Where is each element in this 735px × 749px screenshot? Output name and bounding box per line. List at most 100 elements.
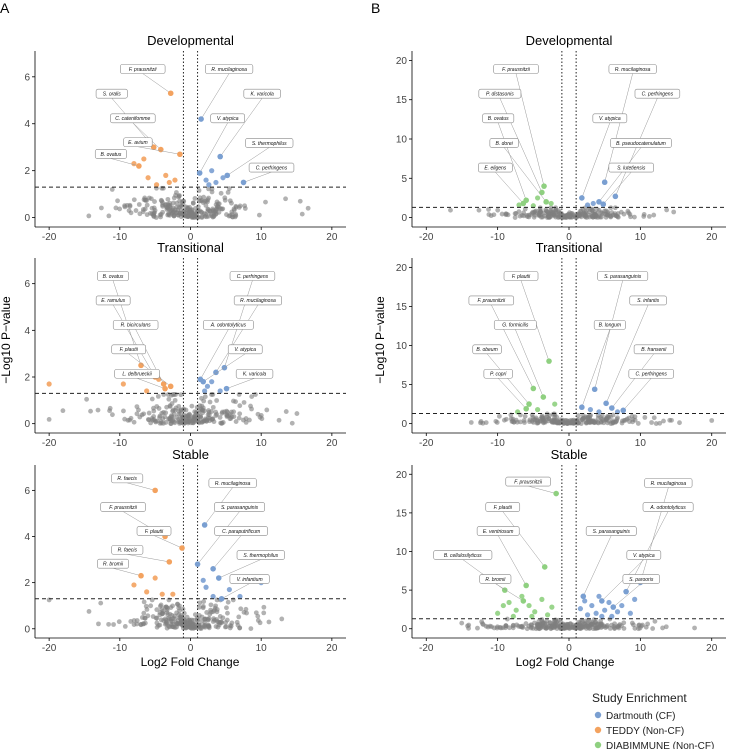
point-dart xyxy=(593,610,599,616)
point-ns xyxy=(496,413,502,419)
callout-box xyxy=(585,526,637,536)
point-ns xyxy=(547,213,553,219)
point-ns xyxy=(237,203,243,209)
point-ns xyxy=(238,606,244,612)
y-tick-label: 6 xyxy=(24,72,30,83)
point-labeled-teddy xyxy=(167,383,174,390)
callout-box xyxy=(608,162,654,173)
point-ns xyxy=(709,418,715,423)
point-ns xyxy=(166,597,172,603)
point-ns xyxy=(548,205,554,211)
point-ns xyxy=(594,206,600,212)
callout-box xyxy=(110,113,156,124)
point-ns xyxy=(166,396,172,402)
point-labeled-dart xyxy=(591,386,598,393)
point-dart xyxy=(203,177,209,183)
point-ns xyxy=(106,213,112,219)
callout-leader xyxy=(127,554,170,563)
callout-label: C. paraputrificum xyxy=(222,529,260,535)
point-dart xyxy=(627,610,633,616)
y-axis-label-a: −Log10 P−value xyxy=(0,296,13,384)
callout-label: B. ovatus xyxy=(488,116,509,122)
point-ns xyxy=(200,418,206,424)
callout-leader xyxy=(581,329,611,408)
callout-box xyxy=(468,295,515,306)
point-ns xyxy=(141,610,147,616)
point-labeled-diab xyxy=(523,582,529,589)
point-ns xyxy=(180,616,186,622)
point-labeled-teddy xyxy=(166,559,173,565)
callout-leader xyxy=(200,73,230,120)
point-ns xyxy=(213,413,219,418)
point-ns xyxy=(148,196,154,202)
point-ns xyxy=(598,621,604,627)
panel-letter-a: A xyxy=(0,0,10,16)
point-dart xyxy=(237,593,243,600)
point-ns xyxy=(651,415,657,421)
point-ns xyxy=(601,211,606,217)
point-ns xyxy=(294,411,300,416)
point-ns xyxy=(168,421,174,426)
point-ns xyxy=(516,209,522,214)
point-dart xyxy=(602,607,608,613)
point-labeled-teddy xyxy=(167,90,174,97)
callout-leader xyxy=(132,122,161,150)
callout-leader xyxy=(200,329,229,380)
point-ns xyxy=(160,203,166,209)
callout-box xyxy=(642,502,694,512)
point-teddy xyxy=(120,381,126,387)
point-ns xyxy=(121,408,126,414)
callout-label: V. atypica xyxy=(633,553,655,559)
callout-leader xyxy=(110,158,139,167)
point-ns xyxy=(620,418,625,424)
callout-box xyxy=(114,368,160,379)
y-tick-label: 2 xyxy=(24,578,30,589)
point-ns xyxy=(207,399,213,405)
point-ns xyxy=(225,189,231,195)
point-diab xyxy=(506,599,512,606)
point-ns xyxy=(649,420,654,425)
callout-box xyxy=(479,574,512,584)
callout-box xyxy=(111,344,147,355)
y-axis-label-b: −Log10 P−value xyxy=(373,296,387,384)
point-ns xyxy=(661,418,666,424)
point-ns xyxy=(538,418,544,424)
point-ns xyxy=(152,199,157,204)
callout-label: B. longum xyxy=(599,323,622,329)
callout-box xyxy=(243,88,281,99)
point-ns xyxy=(163,617,169,623)
point-ns xyxy=(555,418,561,424)
point-ns xyxy=(224,212,229,217)
callout-label: F. prausnitzii xyxy=(129,67,158,73)
point-dart xyxy=(210,593,216,600)
point-ns xyxy=(190,621,196,627)
callout-label: S. thermophilus xyxy=(252,141,287,147)
callout-box xyxy=(210,113,245,124)
point-ns xyxy=(86,213,92,219)
callout-box xyxy=(205,64,254,74)
point-ns xyxy=(219,410,225,416)
point-labeled-dart xyxy=(200,378,207,385)
callout-leader xyxy=(153,535,183,549)
callout-leader xyxy=(515,329,544,398)
panel-a-transitional: Transitional 0 2 4 6 -20 -10 0 10 20 B. ovatus E. r… xyxy=(24,240,346,449)
point-ns xyxy=(169,413,174,419)
point-ns xyxy=(605,420,611,426)
point-labeled-dart xyxy=(194,561,201,567)
point-ns xyxy=(86,609,92,614)
callout-leader xyxy=(127,482,156,491)
x-tick-label: 10 xyxy=(256,438,268,449)
point-ns xyxy=(546,623,552,629)
x-tick-label: -10 xyxy=(490,232,505,243)
point-ns xyxy=(263,199,268,205)
point-ns xyxy=(557,624,562,629)
callout-box xyxy=(626,550,662,560)
point-ns xyxy=(645,621,651,627)
point-ns xyxy=(518,419,523,425)
legend-item-diabimmune: DIABIMMUNE (Non-CF) xyxy=(606,741,714,749)
point-labeled-teddy xyxy=(160,381,167,387)
point-dart xyxy=(584,202,591,208)
callout-box xyxy=(503,271,539,281)
callout-box xyxy=(208,478,257,488)
